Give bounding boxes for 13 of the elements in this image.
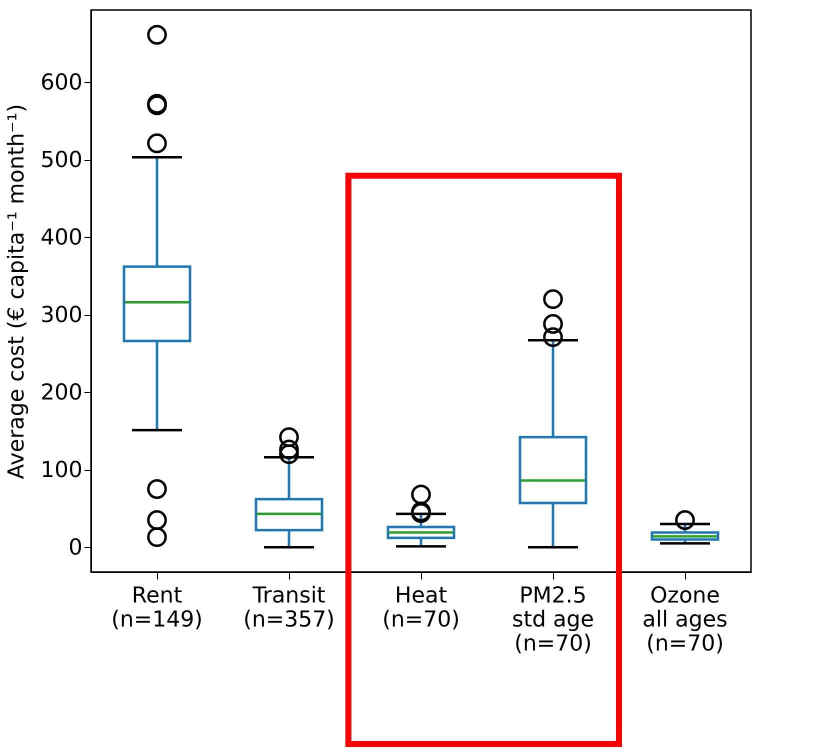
- x-tick-label: Heat (n=70): [382, 584, 460, 632]
- x-tick-label: Transit (n=357): [243, 584, 335, 632]
- y-tick-label: 300: [40, 303, 82, 328]
- y-tick-label: 500: [40, 148, 82, 174]
- y-tick-label: 100: [40, 458, 82, 484]
- x-tick-label: PM2.5 std age (n=70): [512, 584, 594, 656]
- y-tick-label: 400: [40, 226, 82, 251]
- y-tick-label: 0: [68, 536, 82, 561]
- y-tick-label: 200: [40, 380, 82, 406]
- x-tick-label: Ozone all ages (n=70): [642, 584, 728, 656]
- y-axis-title: Average cost (€ capita⁻¹ month⁻¹): [4, 104, 30, 480]
- x-tick-label: Rent (n=149): [111, 584, 203, 632]
- y-tick-label: 600: [40, 70, 82, 96]
